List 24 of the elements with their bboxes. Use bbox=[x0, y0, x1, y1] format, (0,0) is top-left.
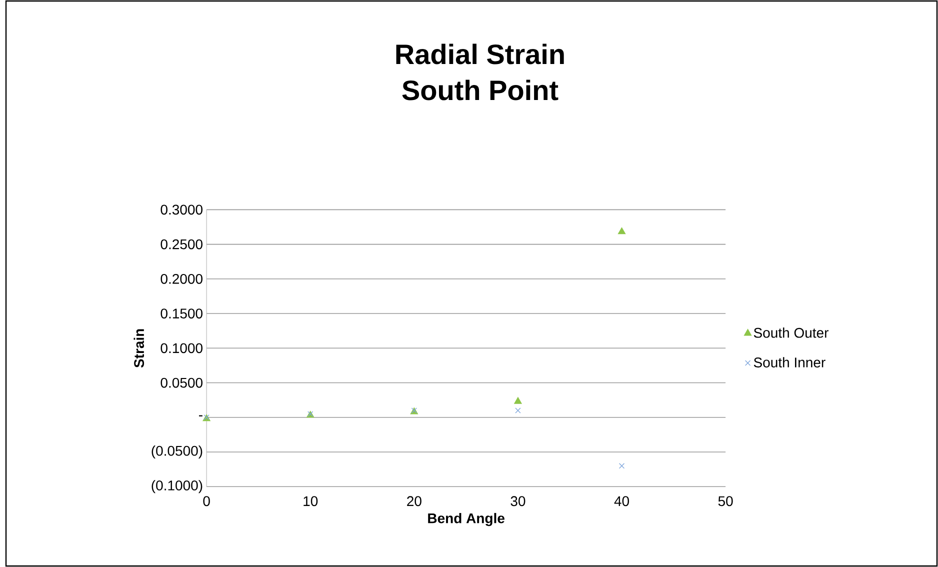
x-tick-label: 20 bbox=[407, 496, 422, 506]
y-tick-label: 0.2500 bbox=[160, 239, 202, 250]
chart-title: Radial Strain South Point bbox=[396, 44, 564, 100]
point bbox=[515, 408, 521, 414]
point bbox=[618, 463, 625, 469]
point bbox=[618, 227, 626, 234]
legend-label: South Inner bbox=[754, 357, 826, 368]
y-tick-label: (0.0500) bbox=[152, 446, 202, 459]
x-tick-label: 50 bbox=[718, 496, 733, 506]
y-axis-title: Strain bbox=[134, 329, 144, 368]
point bbox=[514, 397, 522, 404]
x-tick-label: 10 bbox=[304, 496, 318, 506]
y-tick-label: 0.3000 bbox=[160, 204, 202, 215]
x-tick-label: 30 bbox=[510, 496, 526, 506]
legend-label: South Outer bbox=[754, 328, 829, 338]
x-axis-title: Bend Angle bbox=[428, 512, 504, 526]
y-tick-label: 0.1000 bbox=[160, 343, 202, 354]
y-tick-label: 0.1500 bbox=[160, 308, 202, 318]
x-tick-label: 0 bbox=[203, 496, 210, 506]
y-tick-label: 0.0500 bbox=[160, 378, 202, 388]
y-tick-label: 0.2000 bbox=[160, 274, 202, 284]
x-tick-label: 40 bbox=[614, 496, 630, 506]
y-tick-label: (0.1000) bbox=[152, 480, 202, 494]
y-tick-label: - bbox=[199, 415, 202, 416]
